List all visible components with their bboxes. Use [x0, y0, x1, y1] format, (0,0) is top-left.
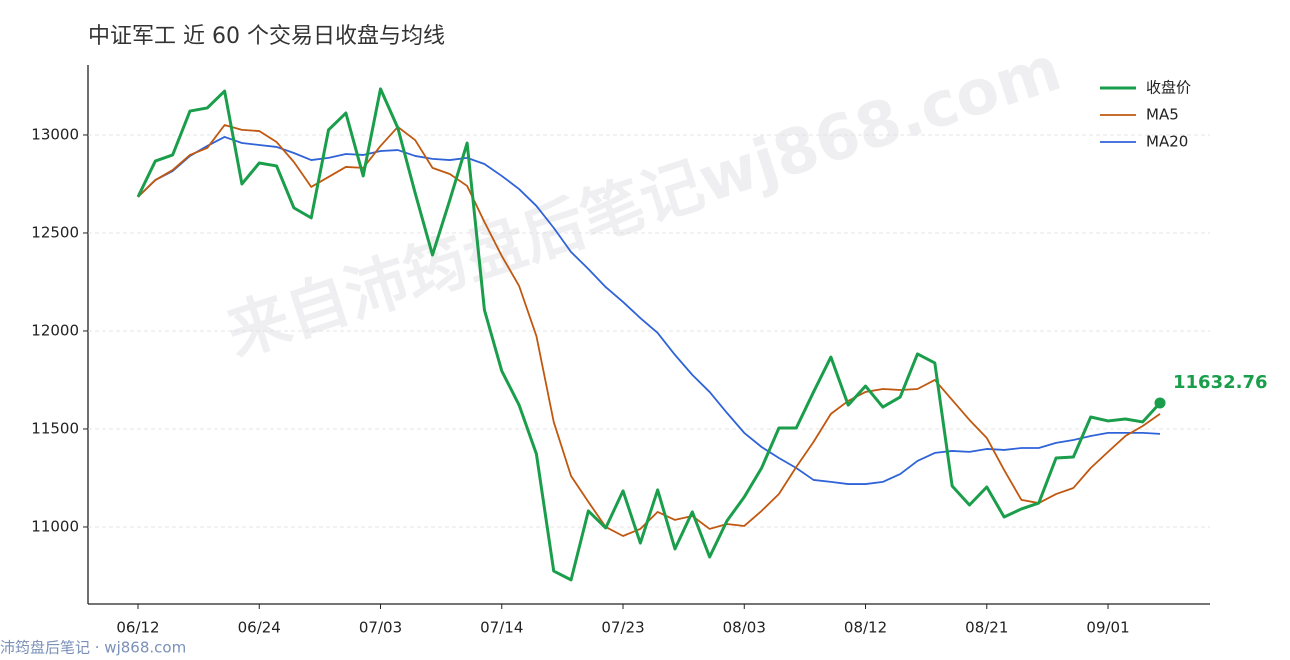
x-tick-label: 07/23: [601, 619, 644, 637]
x-tick-label: 07/14: [480, 619, 523, 637]
legend-label: MA20: [1146, 133, 1188, 151]
series-line: [137, 136, 1161, 485]
x-tick-label: 08/03: [723, 619, 766, 637]
x-tick-label: 06/24: [238, 619, 281, 637]
footer: 沛筠盘后笔记 · wj868.com: [0, 639, 186, 657]
legend-label: MA5: [1146, 106, 1179, 124]
x-tick-label: 08/12: [844, 619, 887, 637]
x-tick-label: 06/12: [116, 619, 159, 637]
x-tick-label: 07/03: [359, 619, 402, 637]
x-tick-label: 08/21: [965, 619, 1008, 637]
y-tick-label: 11500: [31, 419, 79, 437]
y-tick-label: 12500: [31, 223, 79, 241]
last-value-label: 11632.76: [1173, 372, 1268, 393]
chart-title: 中证军工 近 60 个交易日收盘与均线: [88, 24, 445, 49]
legend-label: 收盘价: [1146, 79, 1191, 97]
series-line: [136, 87, 1162, 582]
y-tick-label: 11000: [31, 517, 79, 535]
x-tick-label: 09/01: [1086, 619, 1129, 637]
y-tick-label: 13000: [31, 125, 79, 143]
watermark: 来自沛筠盘后笔记wj868.com: [218, 31, 1069, 370]
last-point: [1154, 397, 1166, 409]
y-tick-label: 12000: [31, 321, 79, 339]
